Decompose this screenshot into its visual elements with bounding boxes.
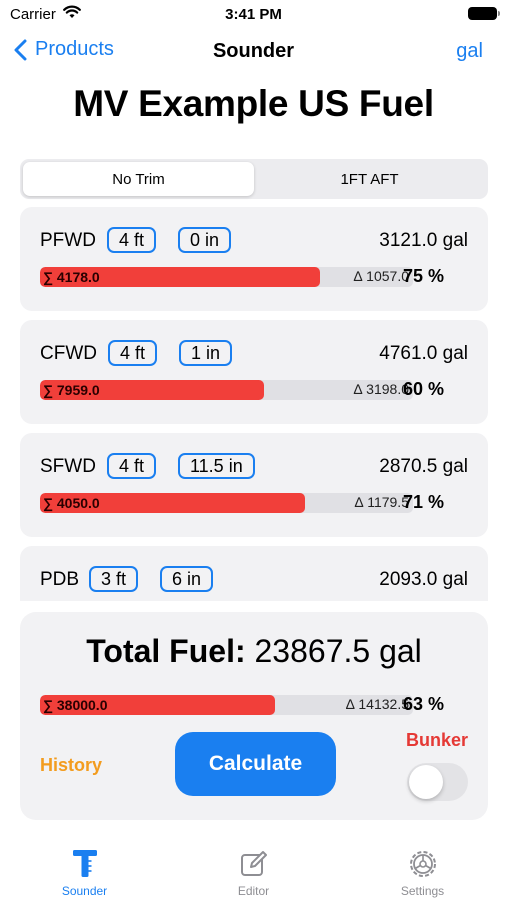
tank-percent: 60 % xyxy=(403,379,445,399)
status-bar: Carrier 3:41 PM xyxy=(0,0,507,30)
tank-fill-bar: ∑ 4050.0 ∆ 1179.5 xyxy=(40,493,413,513)
tank-volume: 4761.0 gal xyxy=(379,343,468,364)
chevron-left-icon xyxy=(14,39,27,60)
nav-title: Sounder xyxy=(212,40,295,62)
total-fuel-label: Total Fuel: xyxy=(86,633,246,669)
tank-name: SFWD xyxy=(40,456,96,477)
history-button[interactable]: History xyxy=(40,755,103,775)
tank-card-sfwd: SFWD 4 ft 11.5 in 2870.5 gal ∑ 4050.0 ∆ … xyxy=(20,433,488,537)
bunker-label: Bunker xyxy=(405,730,468,750)
tank-capacity-sum: ∑ 4050.0 xyxy=(43,495,100,511)
battery-icon xyxy=(468,7,500,20)
page-title: MV Example US Fuel xyxy=(73,83,434,124)
total-fill-level xyxy=(40,695,275,715)
total-fuel-panel: Total Fuel: 23867.5 gal ∑ 38000.0 ∆ 1413… xyxy=(20,612,488,820)
back-button-label: Products xyxy=(35,38,114,60)
tank-fill-level xyxy=(40,267,320,287)
tank-fill-level xyxy=(40,493,305,513)
tab-bar: Sounder Editor Settings xyxy=(0,836,507,900)
tank-card-cfwd: CFWD 4 ft 1 in 4761.0 gal ∑ 7959.0 ∆ 319… xyxy=(20,320,488,424)
back-button[interactable]: Products xyxy=(14,38,114,61)
tank-capacity-sum: ∑ 4178.0 xyxy=(43,269,100,285)
tank-name: PFWD xyxy=(40,230,96,251)
inches-input[interactable]: 6 in xyxy=(160,566,214,592)
bunker-toggle[interactable] xyxy=(407,763,468,801)
tank-fill-level xyxy=(40,380,264,400)
tank-remaining-delta: ∆ 1179.5 xyxy=(354,494,409,510)
total-percent: 63 % xyxy=(403,694,445,714)
tank-volume: 2093.0 gal xyxy=(379,569,468,590)
total-fill-bar: ∑ 38000.0 ∆ 14132.5 xyxy=(40,695,413,715)
tank-fill-bar: ∑ 4178.0 ∆ 1057.0 xyxy=(40,267,413,287)
tank-volume: 2870.5 gal xyxy=(379,456,468,477)
total-remaining-delta: ∆ 14132.5 xyxy=(345,696,409,712)
tank-percent: 75 % xyxy=(403,266,445,286)
tank-list[interactable]: PFWD 4 ft 0 in 3121.0 gal ∑ 4178.0 ∆ 105… xyxy=(20,207,488,601)
settings-icon xyxy=(407,846,439,882)
tank-capacity-sum: ∑ 7959.0 xyxy=(43,382,100,398)
tab-label: Editor xyxy=(237,884,270,898)
inches-input[interactable]: 11.5 in xyxy=(178,453,255,479)
tank-volume: 3121.0 gal xyxy=(379,230,468,251)
feet-input[interactable]: 4 ft xyxy=(108,340,158,366)
calculate-button[interactable]: Calculate xyxy=(175,732,336,796)
tank-card-pfwd: PFWD 4 ft 0 in 3121.0 gal ∑ 4178.0 ∆ 105… xyxy=(20,207,488,311)
segment-1ft-aft[interactable]: 1FT AFT xyxy=(340,170,399,188)
tank-card-pdb: PDB 3 ft 6 in 2093.0 gal xyxy=(20,546,488,601)
tank-remaining-delta: ∆ 1057.0 xyxy=(353,268,409,284)
total-capacity-sum: ∑ 38000.0 xyxy=(43,697,108,713)
tank-remaining-delta: ∆ 3198.0 xyxy=(353,381,409,397)
tab-sounder[interactable]: Sounder xyxy=(0,836,169,900)
toggle-knob xyxy=(409,765,443,799)
wifi-icon xyxy=(63,5,81,24)
clock: 3:41 PM xyxy=(225,6,282,23)
tank-fill-bar: ∑ 7959.0 ∆ 3198.0 xyxy=(40,380,413,400)
tank-name: CFWD xyxy=(40,343,97,364)
segment-no-trim[interactable]: No Trim xyxy=(23,162,254,196)
editor-icon xyxy=(239,846,269,882)
tank-percent: 71 % xyxy=(403,492,445,512)
tab-label: Settings xyxy=(400,884,445,898)
unit-button[interactable]: gal xyxy=(456,40,483,62)
sounder-icon xyxy=(72,846,98,882)
feet-input[interactable]: 4 ft xyxy=(107,227,157,253)
inches-input[interactable]: 0 in xyxy=(178,227,232,253)
tank-name: PDB xyxy=(40,569,80,590)
trim-segmented-control: No Trim 1FT AFT xyxy=(20,159,488,199)
tab-label: Sounder xyxy=(61,884,108,898)
carrier-label: Carrier xyxy=(10,6,56,23)
total-fuel-value: 23867.5 gal xyxy=(254,633,422,669)
feet-input[interactable]: 4 ft xyxy=(107,453,157,479)
feet-input[interactable]: 3 ft xyxy=(89,566,139,592)
inches-input[interactable]: 1 in xyxy=(179,340,233,366)
tab-settings[interactable]: Settings xyxy=(338,836,507,900)
tab-editor[interactable]: Editor xyxy=(169,836,338,900)
total-fuel-line: Total Fuel: 23867.5 gal xyxy=(20,633,488,670)
